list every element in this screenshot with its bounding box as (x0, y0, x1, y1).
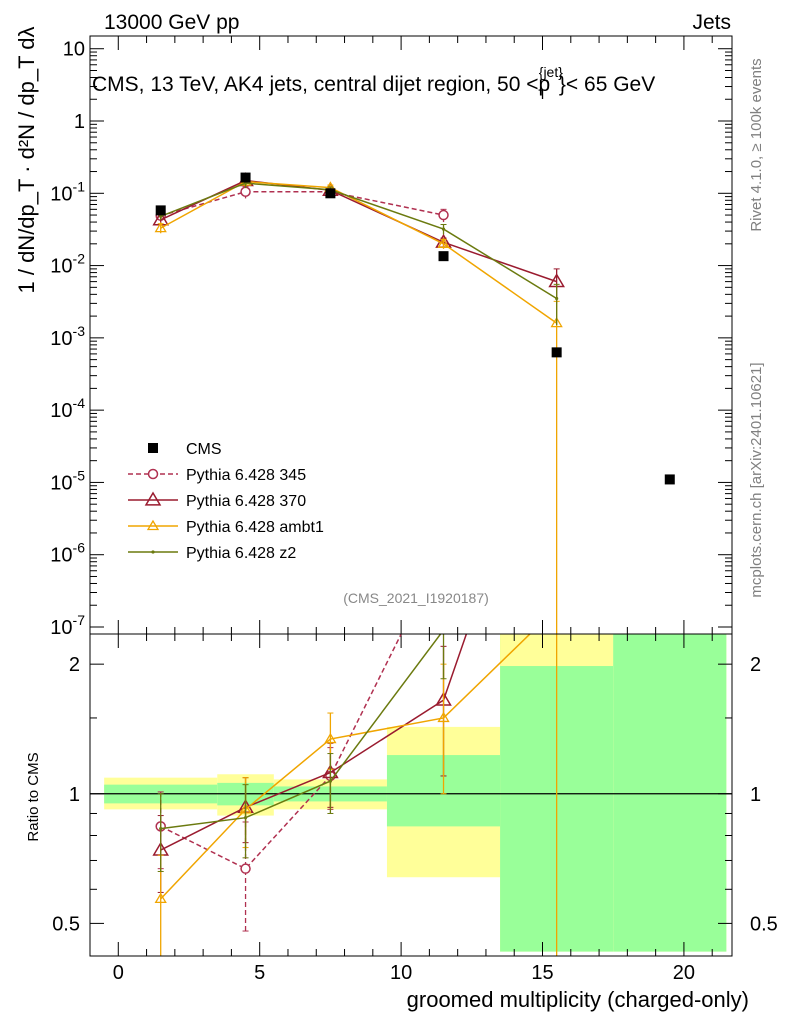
y-tick-label: 10-3 (50, 323, 85, 350)
x-tick-label: 20 (673, 962, 695, 984)
ratio-marker-p345 (240, 863, 251, 874)
y-tick-exponent: -4 (73, 395, 86, 411)
main-marker-p345 (438, 209, 449, 221)
main-marker-ambt1 (154, 221, 167, 233)
ratio-marker-z2 (159, 827, 163, 831)
y-tick-exponent: -7 (73, 612, 86, 628)
y-tick-label: 10-2 (50, 251, 85, 278)
analysis-watermark: (CMS_2021_I1920187) (343, 590, 489, 606)
ratio-marker-z2 (328, 779, 332, 783)
y-tick-label: 10-6 (50, 540, 85, 567)
x-tick-label: 5 (254, 962, 265, 984)
y-tick-base: 10 (50, 328, 72, 350)
x-axis-label: groomed multiplicity (charged-only) (407, 987, 749, 1012)
cms-data-point (664, 474, 675, 485)
header-right: Jets (692, 11, 731, 34)
y-tick-base: 10 (50, 256, 72, 278)
svg-text:mcplots.cern.ch [arXiv:2401.10: mcplots.cern.ch [arXiv:2401.10621] (748, 362, 765, 597)
x-tick-label: 15 (531, 962, 553, 984)
legend-label-p345: Pythia 6.428 345 (186, 467, 306, 484)
y-axis-label-ratio: Ratio to CMS (25, 752, 42, 841)
main-line-p345 (160, 191, 444, 217)
cms-data-point (240, 172, 251, 183)
svg-text:Rivet 4.1.0, ≥ 100k events: Rivet 4.1.0, ≥ 100k events (748, 58, 765, 231)
y-tick-exponent: -3 (73, 323, 86, 339)
cms-data-point (325, 188, 336, 199)
y-tick-base: 10 (50, 400, 72, 422)
svg-text:Ratio to CMS: Ratio to CMS (25, 752, 42, 841)
plot-title: CMS, 13 TeV, AK4 jets, central dijet reg… (92, 64, 655, 102)
ratio-y-tick-label-right: 0.5 (750, 913, 778, 935)
y-tick-base: 10 (50, 183, 72, 205)
y-tick-base: 10 (63, 39, 85, 61)
legend-marker-z2 (151, 550, 155, 554)
main-data (152, 172, 675, 634)
ratio-line-p345 (160, 634, 403, 870)
ratio-uncertainty-bands (90, 634, 732, 952)
ratio-marker-ambt1 (154, 892, 167, 904)
main-marker-z2 (159, 214, 163, 218)
source-label: mcplots.cern.ch [arXiv:2401.10621] (748, 362, 765, 597)
y-tick-exponent: -1 (73, 178, 86, 194)
ratio-marker-z2 (442, 628, 445, 631)
y-tick-label: 10-5 (50, 467, 85, 494)
ratio-y-tick-label: 0.5 (52, 913, 80, 935)
y-tick-label: 1 (74, 111, 85, 133)
ratio-marker-z2 (243, 816, 248, 820)
main-marker-z2 (441, 227, 446, 231)
y-tick-label: 10-7 (50, 612, 85, 639)
ratio-marker-p345 (439, 545, 448, 554)
y-tick-base: 10 (50, 545, 72, 567)
cms-data-point (155, 205, 166, 216)
y-tick-exponent: -6 (73, 540, 86, 556)
y-tick-label: 10 (63, 39, 85, 61)
y-tick-label: 10-4 (50, 395, 85, 422)
legend: CMS Pythia 6.428 345 Pythia 6.428 370 Pythi… (128, 441, 324, 562)
legend-label-ambt1: Pythia 6.428 ambt1 (186, 519, 324, 536)
ratio-band-inner (613, 634, 727, 952)
legend-label-z2: Pythia 6.428 z2 (186, 545, 296, 562)
header-left: 13000 GeV pp (104, 11, 239, 34)
main-marker-ambt1 (437, 237, 450, 248)
ratio-y-tick-label: 2 (69, 654, 80, 676)
main-marker-z2 (555, 296, 559, 301)
y-tick-base: 10 (50, 617, 72, 639)
cms-data-point (438, 251, 449, 262)
ratio-y-tick-label-right: 2 (750, 654, 761, 676)
y-tick-base: 1 (74, 111, 85, 133)
y-tick-exponent: -2 (73, 251, 86, 267)
legend-marker-cms (148, 443, 158, 453)
ratio-axes: 0 5 10 15 20 0.5 0.5 1 1 2 2 (52, 634, 778, 984)
y-axis-label-text: 1 / dN/dp_T · d²N / dp_T dλ (14, 27, 39, 294)
legend-label-cms: CMS (186, 441, 222, 458)
x-tick-label: 10 (390, 962, 412, 984)
main-marker-p345 (240, 186, 251, 198)
ratio-marker-ambt1 (324, 732, 337, 744)
y-axis-label-main: 1 / dN/dp_T · d²N / dp_T dλ (14, 27, 39, 294)
legend-marker-ambt1 (146, 519, 160, 531)
legend-label-p370: Pythia 6.428 370 (186, 493, 306, 510)
ratio-y-tick-label: 1 (69, 784, 80, 806)
legend-marker-p370 (144, 491, 162, 506)
ratio-marker-ambt1 (437, 711, 450, 723)
ratio-frame (89, 633, 733, 957)
rivet-label: Rivet 4.1.0, ≥ 100k events (748, 58, 765, 231)
x-tick-label: 0 (113, 962, 124, 984)
legend-marker-p345 (147, 468, 159, 480)
ratio-data (152, 545, 560, 956)
y-tick-label: 10-1 (50, 178, 85, 205)
ratio-y-tick-label-right: 1 (750, 784, 761, 806)
y-tick-exponent: -5 (73, 467, 86, 483)
y-tick-base: 10 (50, 472, 72, 494)
main-marker-ambt1 (550, 316, 563, 328)
cms-data-point (551, 347, 562, 358)
